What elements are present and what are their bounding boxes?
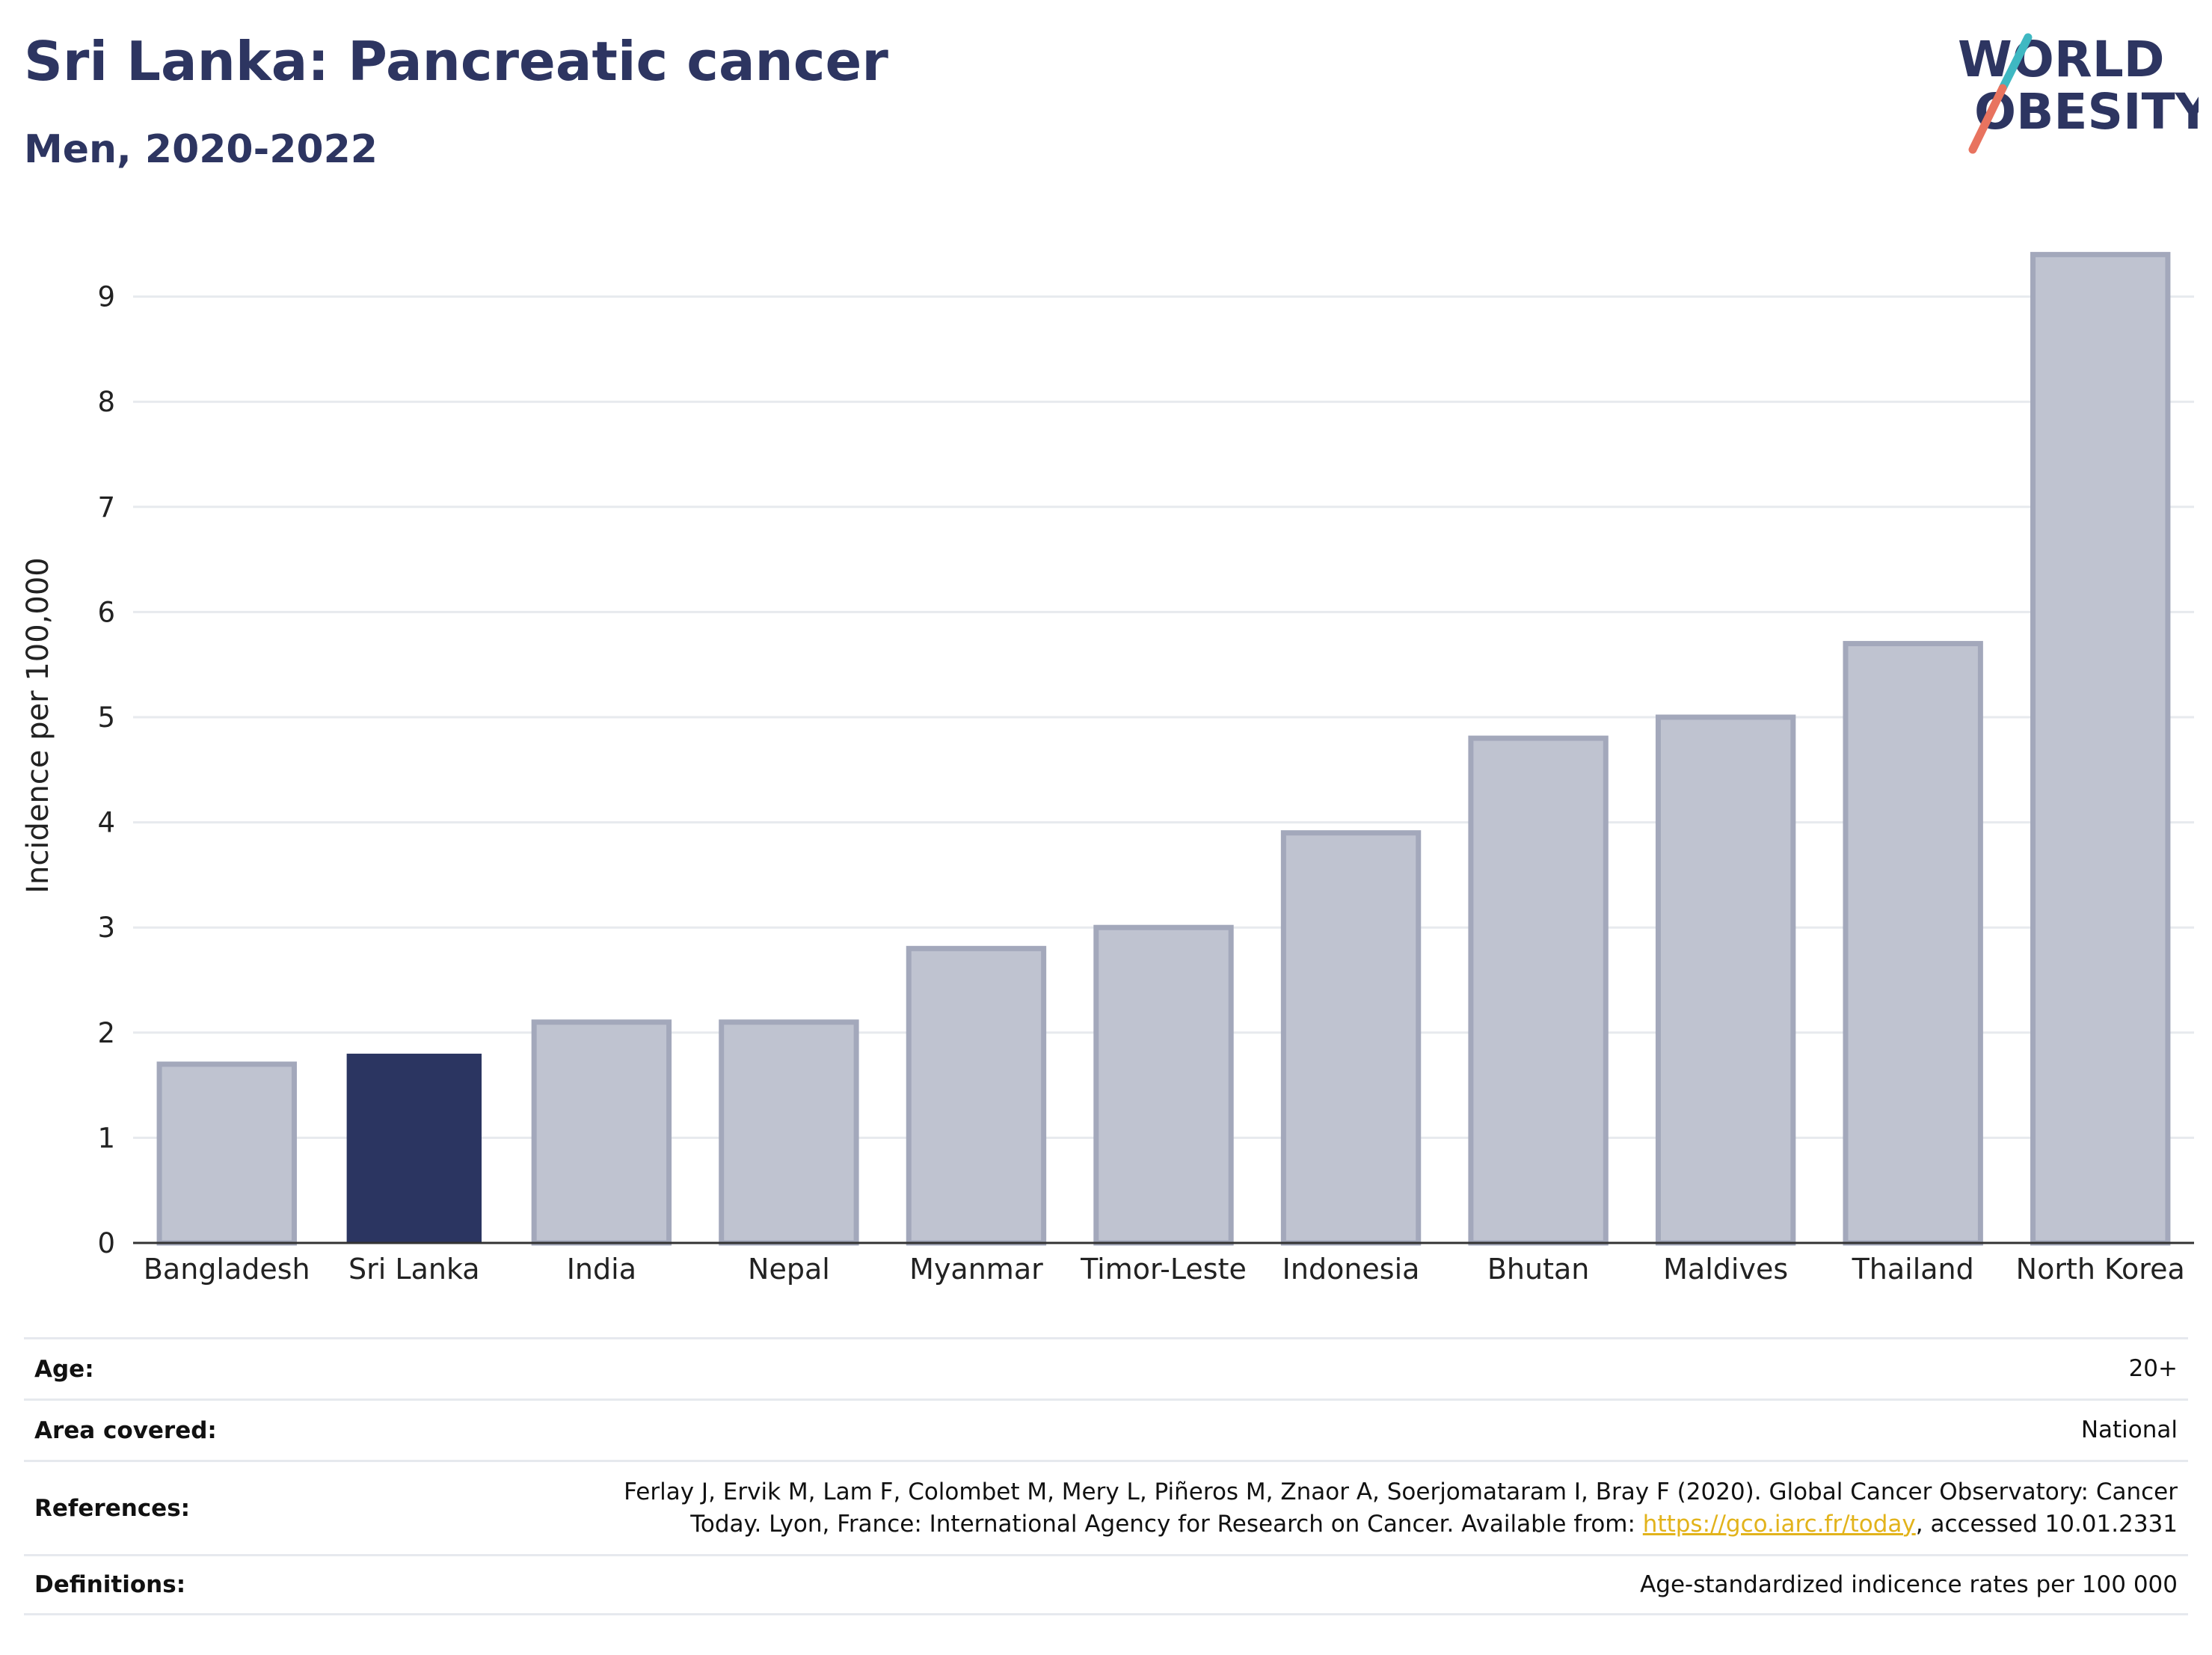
logo-text-obesity: OBESITY <box>1974 83 2199 141</box>
logo-slash-teal <box>1998 33 2033 93</box>
meta-row-definitions: Definitions: Age-standardized indicence … <box>24 1554 2188 1615</box>
logo-slash-coral <box>1968 84 2007 154</box>
x-tick-label: Thailand <box>1852 1253 1974 1286</box>
y-tick-labels: 0 1 2 3 4 5 6 7 8 9 <box>97 281 115 1259</box>
reference-link[interactable]: https://gco.iarc.fr/today <box>1642 1510 1916 1538</box>
bar-bangladesh <box>156 1061 297 1246</box>
y-tick-label: 0 <box>97 1227 115 1259</box>
logo-text-world: WORLD <box>1958 31 2165 88</box>
x-tick-label: Timor-Leste <box>1080 1253 1247 1286</box>
x-tick-label: Nepal <box>748 1253 830 1286</box>
x-tick-labels: Bangladesh Sri Lanka India Nepal Myanmar Timo… <box>144 1253 2185 1286</box>
x-tick-label: Bhutan <box>1487 1253 1590 1286</box>
bar-myanmar <box>906 945 1047 1246</box>
meta-label-area: Area covered: <box>34 1416 217 1444</box>
bar-thailand <box>1843 641 1983 1246</box>
reference-line-2: Today. Lyon, France: International Agenc… <box>690 1510 1643 1538</box>
x-tick-label: Sri Lanka <box>348 1253 480 1286</box>
x-tick-label: Indonesia <box>1282 1253 1420 1286</box>
bar-sri-lanka <box>346 1053 482 1243</box>
y-tick-label: 1 <box>97 1122 115 1154</box>
bar-chart: 0 1 2 3 4 5 6 7 8 9 Bangladesh Sri Lanka India Nepal… <box>21 251 2194 1286</box>
y-tick-label: 3 <box>97 912 115 944</box>
y-tick-label: 7 <box>97 491 115 523</box>
y-tick-label: 4 <box>97 807 115 839</box>
meta-value-references: Ferlay J, Ervik M, Lam F, Colombet M, Me… <box>624 1476 2178 1541</box>
y-tick-label: 9 <box>97 281 115 313</box>
chart-subtitle: Men, 2020-2022 <box>24 127 378 172</box>
x-tick-label: Bangladesh <box>144 1253 310 1286</box>
y-tick-label: 5 <box>97 701 115 734</box>
meta-value-area: National <box>2080 1416 2178 1443</box>
x-tick-label: Maldives <box>1663 1253 1788 1286</box>
bar-maldives <box>1655 714 1796 1246</box>
meta-row-area: Area covered: National <box>24 1398 2188 1460</box>
bar-bhutan <box>1468 735 1609 1246</box>
reference-line-2-end: , accessed 10.01.2331 <box>1915 1510 2178 1538</box>
meta-value-age: 20+ <box>2128 1355 2178 1382</box>
y-tick-label: 2 <box>97 1017 115 1049</box>
bar-nepal <box>719 1019 859 1246</box>
x-tick-label: Myanmar <box>909 1253 1043 1286</box>
x-tick-label: India <box>567 1253 636 1286</box>
bar-north-korea <box>2030 251 2171 1246</box>
y-axis-label: Incidence per 100,000 <box>21 557 55 894</box>
bar-india <box>531 1019 672 1246</box>
bar-timor-leste <box>1093 924 1234 1246</box>
chart-title: Sri Lanka: Pancreatic cancer <box>24 30 888 93</box>
reference-line-1: Ferlay J, Ervik M, Lam F, Colombet M, Me… <box>624 1478 2178 1505</box>
bars <box>156 251 2171 1246</box>
meta-row-age: Age: 20+ <box>24 1337 2188 1398</box>
y-tick-label: 8 <box>97 386 115 418</box>
y-tick-label: 6 <box>97 596 115 628</box>
x-tick-label: North Korea <box>2016 1253 2185 1286</box>
meta-label-definitions: Definitions: <box>34 1571 186 1598</box>
metadata-table: Age: 20+ Area covered: National Referenc… <box>24 1337 2188 1615</box>
meta-label-age: Age: <box>34 1355 94 1383</box>
meta-value-definitions: Age-standardized indicence rates per 100… <box>1640 1570 2178 1598</box>
bar-indonesia <box>1280 830 1422 1246</box>
world-obesity-logo: WORLD OBESITY <box>1958 31 2199 154</box>
meta-row-references: References: Ferlay J, Ervik M, Lam F, Co… <box>24 1460 2188 1554</box>
meta-label-references: References: <box>34 1494 191 1522</box>
